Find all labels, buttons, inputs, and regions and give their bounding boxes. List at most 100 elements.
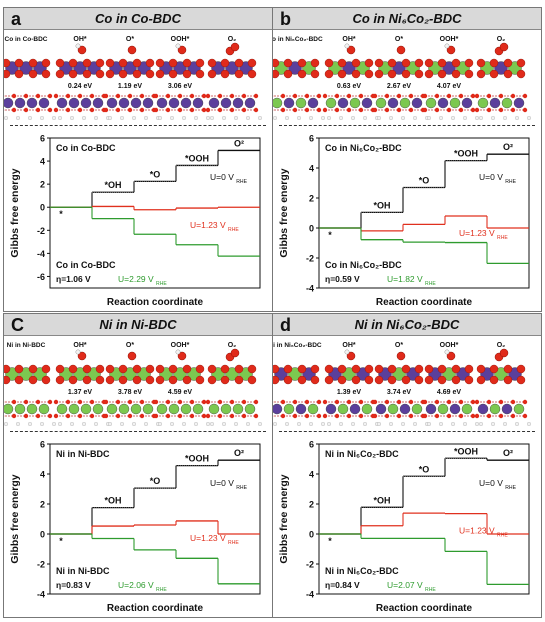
metal-atom (325, 97, 337, 109)
panel-label: a (11, 9, 22, 29)
adsorbate-oxygen (396, 351, 406, 361)
oxygen-atom (253, 399, 259, 405)
hydrogen-atom (233, 421, 238, 426)
species-label: *OOH (454, 149, 478, 159)
oxygen-atom (516, 69, 526, 79)
oxygen-atom (437, 364, 447, 374)
side-view-slab (205, 93, 262, 120)
metal-atom (68, 403, 80, 415)
oxygen-atom (337, 364, 347, 374)
oxygen-atom (189, 399, 195, 405)
hydrogen-atom (350, 421, 355, 426)
oxygen-atom (195, 69, 205, 79)
metal-atom (461, 97, 473, 109)
hydrogen-atom (205, 421, 210, 426)
y-tick-label: -2 (37, 226, 45, 236)
metal-atom (208, 403, 220, 415)
hydrogen-atom (52, 421, 57, 426)
y-tick-label: 0 (309, 530, 314, 540)
oxygen-atom (384, 107, 390, 113)
oxygen-atom (115, 413, 121, 419)
oxygen-atom (103, 107, 109, 113)
step-energy-label: 1.19 eV (118, 83, 142, 90)
oxygen-atom (310, 364, 320, 374)
hydrogen-atom (221, 421, 226, 426)
oxygen-atom (292, 399, 298, 405)
oxygen-atom (408, 93, 414, 99)
oxygen-atom (23, 107, 29, 113)
oxygen-atom (82, 364, 92, 374)
oxygen-atom (115, 107, 121, 113)
oxygen-atom (510, 93, 516, 99)
oxygen-atom (41, 364, 51, 374)
hydrogen-atom (181, 115, 186, 120)
oxygen-atom (372, 413, 378, 419)
oxygen-atom (155, 69, 165, 79)
structure-label: OH* (73, 342, 87, 349)
hydrogen-atom (209, 115, 214, 120)
hydrogen-atom (514, 421, 519, 426)
oxygen-atom (351, 69, 361, 79)
hydrogen-atom (321, 421, 326, 426)
oxygen-atom (510, 107, 516, 113)
oxygen-atom (127, 399, 133, 405)
bottom-label: Ni in Ni₆Co₂-BDC (325, 566, 399, 576)
y-axis-label: Gibbs free energy (9, 168, 21, 257)
oxygen-atom (207, 375, 217, 385)
side-view-slab (53, 399, 110, 426)
side-view-slab (4, 399, 57, 426)
oxygen-atom (139, 413, 145, 419)
oxygen-atom (11, 413, 17, 419)
adsorbate-oxygen (177, 351, 187, 361)
oxygen-atom (283, 58, 293, 68)
free-energy-diagram: -6 -4 -2 0 2 4 6 Gibbs free energy Reaction coor… (9, 134, 261, 308)
metal-atom (168, 403, 180, 415)
species-label: *OH (104, 180, 121, 190)
hydrogen-atom (119, 421, 124, 426)
hydrogen-atom (143, 115, 148, 120)
metal-atom (192, 97, 204, 109)
oxygen-atom (283, 69, 293, 79)
oxygen-atom (324, 69, 334, 79)
oxygen-atom (14, 375, 24, 385)
y-tick-label: -4 (37, 249, 45, 259)
structure-label: OOH* (440, 36, 459, 43)
oxygen-atom (165, 399, 171, 405)
oxygen-atom (424, 58, 434, 68)
structure-label: O* (395, 36, 403, 43)
step-energy-label: 4.59 eV (168, 389, 192, 396)
crystal-cluster (324, 349, 374, 385)
metal-atom (26, 403, 38, 415)
hydrogen-atom (257, 115, 262, 120)
step-energy-label: 1.39 eV (337, 389, 361, 396)
oxygen-atom (95, 69, 105, 79)
oxygen-atom (489, 69, 499, 79)
oxygen-atom (470, 399, 476, 405)
hydrogen-atom (169, 421, 174, 426)
oxygen-atom (372, 93, 378, 99)
oxygen-atom (153, 413, 159, 419)
oxygen-atom (408, 107, 414, 113)
crystal-cluster (476, 42, 526, 79)
oxygen-atom (451, 69, 461, 79)
oxygen-atom (422, 93, 428, 99)
oxygen-atom (132, 69, 142, 79)
oxygen-atom (396, 93, 402, 99)
hydrogen-atom (93, 115, 98, 120)
u123-label: U=1.23 V RHE (190, 533, 239, 546)
oxygen-atom (437, 58, 447, 68)
oxygen-atom (408, 413, 414, 419)
panel-title: Co in Ni₆Co₂-BDC (352, 11, 462, 26)
oxygen-atom (89, 413, 95, 419)
uon-label: U=2.29 V RHE (118, 274, 167, 287)
oxygen-atom (165, 93, 171, 99)
oxygen-atom (364, 69, 374, 79)
metal-atom (477, 403, 489, 415)
hydrogen-atom (81, 115, 86, 120)
oxygen-atom (396, 107, 402, 113)
panel-label: C (11, 315, 24, 335)
oxygen-atom (82, 69, 92, 79)
inner-title: Ni in Ni-BDC (56, 449, 110, 459)
species-label: * (328, 230, 332, 240)
oxygen-atom (41, 375, 51, 385)
